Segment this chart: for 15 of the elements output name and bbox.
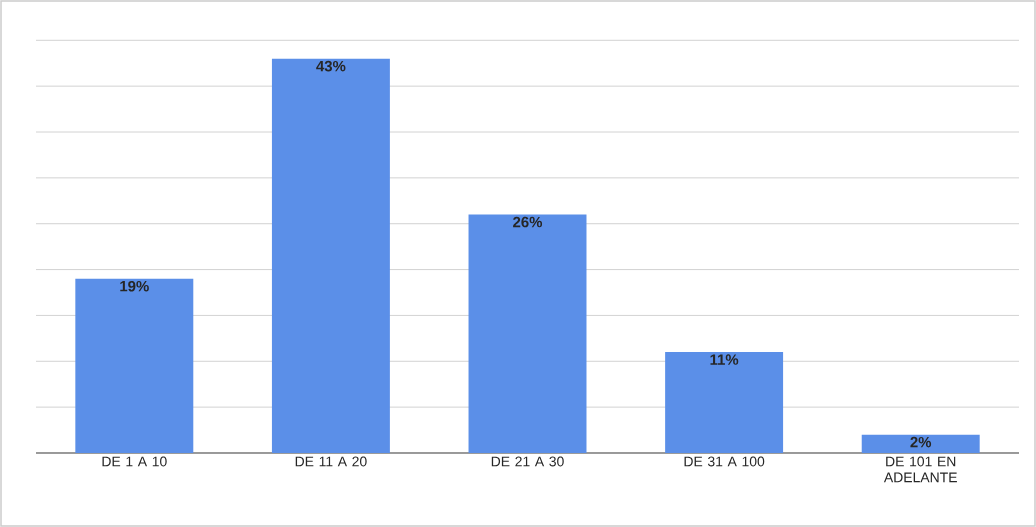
data-label: 26%	[513, 216, 543, 228]
bar	[861, 434, 980, 453]
bar	[468, 214, 587, 453]
bar	[75, 278, 194, 453]
x-tick-label: DE 1 A 10	[102, 456, 167, 467]
bar	[271, 58, 390, 453]
x-tick-label: DE 11 A 20	[295, 456, 367, 467]
data-label: 43%	[316, 60, 346, 72]
data-label: 19%	[120, 280, 149, 292]
x-tick-label: DE 31 A 100	[684, 456, 765, 467]
x-tick-label: DE 101 EN ADELANTE	[883, 456, 957, 483]
data-label: 11%	[710, 354, 739, 365]
bar	[665, 352, 784, 453]
data-label: 2%	[910, 436, 932, 448]
x-tick-label: DE 21 A 30	[491, 456, 564, 467]
